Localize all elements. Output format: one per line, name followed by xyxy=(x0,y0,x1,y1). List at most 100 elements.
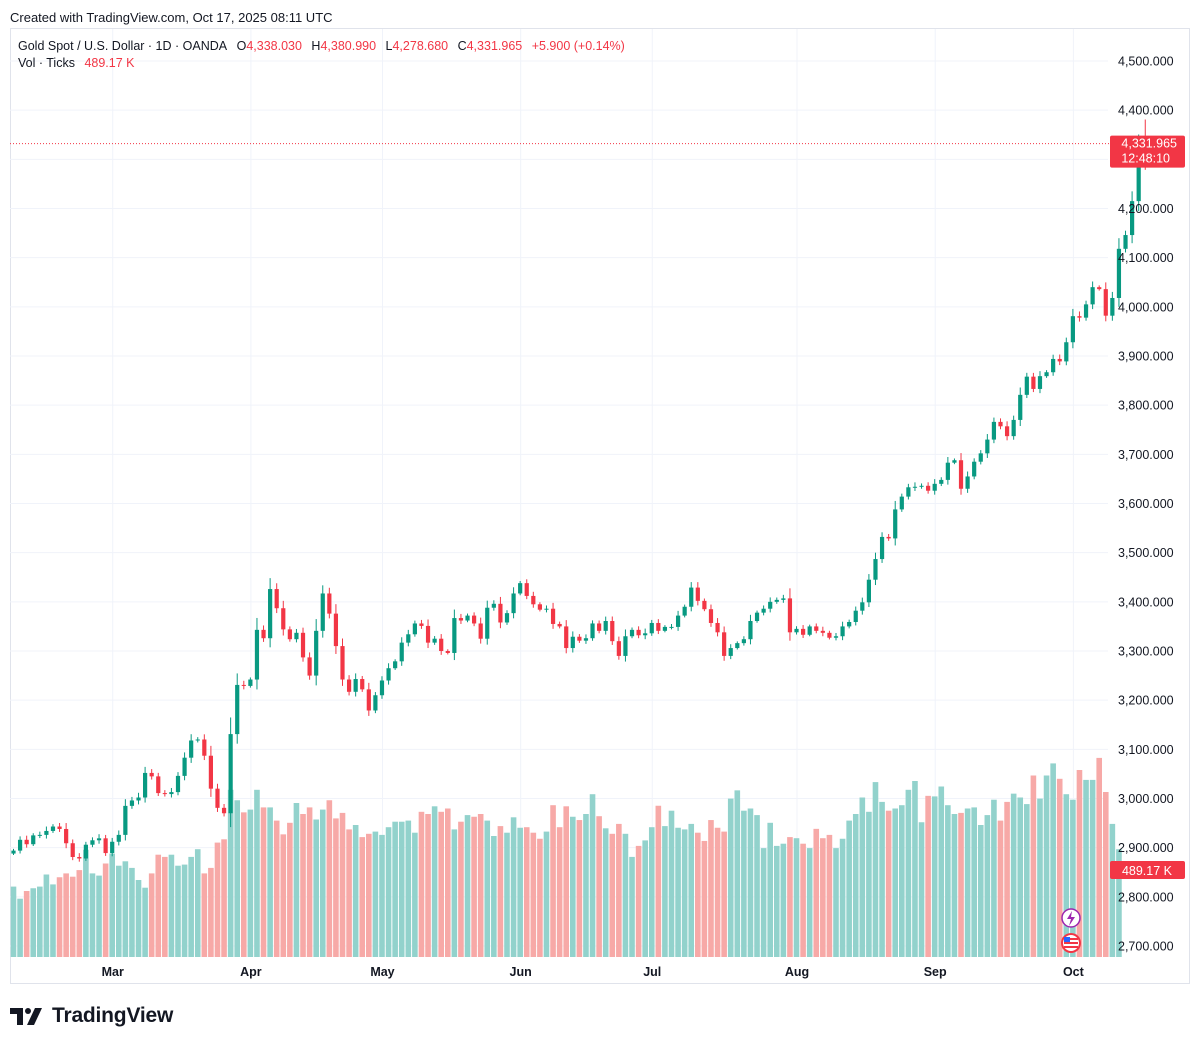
volume-bar xyxy=(1056,778,1063,957)
volume-bar xyxy=(83,849,89,957)
volume-bar xyxy=(148,873,155,957)
volume-bar xyxy=(839,838,846,957)
candle-body xyxy=(320,593,325,631)
volume-bar xyxy=(1089,779,1096,957)
symbol-title[interactable]: Gold Spot / U.S. Dollar · 1D · OANDA xyxy=(18,39,228,53)
candle-body xyxy=(333,613,339,647)
volume-bar xyxy=(17,898,23,957)
candle-body xyxy=(412,623,417,635)
candle-body xyxy=(31,835,36,845)
volume-tag-background xyxy=(1110,861,1185,879)
volume-bar xyxy=(563,806,570,957)
price-tick-label: 2,900.000 xyxy=(1118,841,1174,855)
price-tick-label: 4,200.000 xyxy=(1118,202,1174,216)
candle-body xyxy=(136,797,141,801)
volume-bar xyxy=(1109,823,1116,957)
candle-body xyxy=(116,834,121,842)
volume-bar xyxy=(326,800,333,957)
candle-body xyxy=(458,618,464,621)
candle-body xyxy=(1136,146,1141,202)
candle-body xyxy=(1064,342,1069,362)
volume-bar xyxy=(741,810,747,957)
volume-bar xyxy=(346,829,352,957)
volume-bar xyxy=(214,842,221,957)
candle-body xyxy=(682,606,687,616)
candle-body xyxy=(656,622,661,631)
price-tick-label: 3,700.000 xyxy=(1118,448,1174,462)
candle-body xyxy=(577,636,582,641)
volume-bar xyxy=(273,820,280,957)
candle-body xyxy=(346,679,352,692)
candle-body xyxy=(794,628,799,633)
candle-body xyxy=(1116,248,1122,298)
volume-bar xyxy=(333,818,339,957)
volume-bar xyxy=(221,839,227,957)
volume-bar xyxy=(899,805,905,957)
price-tick-label: 3,200.000 xyxy=(1118,694,1174,708)
candle-body xyxy=(228,734,233,814)
candle-body xyxy=(965,476,970,489)
candle-body xyxy=(208,755,213,789)
low-value: 4,278.680 xyxy=(392,39,449,53)
volume-bar xyxy=(629,856,635,957)
candle-body xyxy=(623,636,628,656)
volume-bar xyxy=(405,820,412,957)
close-label: C xyxy=(457,39,467,53)
volume-bar xyxy=(537,838,543,957)
volume-bar xyxy=(530,832,537,957)
candle-body xyxy=(24,839,29,845)
volume-bar xyxy=(714,827,721,957)
candle-body xyxy=(307,657,312,676)
volume-bar xyxy=(247,809,254,957)
candle-body xyxy=(123,805,128,835)
us-flag-event-icon[interactable] xyxy=(1061,933,1081,953)
volume-bar xyxy=(1024,804,1030,957)
price-tick-label: 4,100.000 xyxy=(1118,251,1174,265)
candle-body xyxy=(761,608,766,613)
candle-body xyxy=(511,593,516,614)
candle-body xyxy=(57,826,62,829)
volume-bar xyxy=(1037,798,1043,957)
volume-bar xyxy=(379,834,385,957)
volume-bar xyxy=(964,808,971,957)
volume-bar xyxy=(675,827,681,957)
volume-bar xyxy=(760,848,767,957)
volume-bar xyxy=(464,815,471,957)
price-axis[interactable]: 4,500.0004,400.0004,300.0004,200.0004,10… xyxy=(1118,55,1174,954)
volume-bar xyxy=(69,876,76,957)
volume-bar xyxy=(313,819,319,957)
ohlc-row: Gold Spot / U.S. Dollar · 1D · OANDA O4,… xyxy=(18,38,625,55)
candle-body xyxy=(478,623,483,639)
candle-body xyxy=(96,838,102,841)
open-value: 4,338.030 xyxy=(246,39,302,53)
candle-body xyxy=(781,598,786,600)
tradingview-brand[interactable]: TradingView xyxy=(10,1004,173,1028)
chart-frame[interactable] xyxy=(10,28,1190,984)
candle-body xyxy=(129,800,135,806)
volume-bar xyxy=(1076,770,1083,957)
volume-bar xyxy=(194,849,201,957)
candle-body xyxy=(906,487,911,497)
volume-bar xyxy=(366,833,372,957)
volume-bar xyxy=(550,805,556,957)
candle-body xyxy=(932,483,937,491)
volume-bar xyxy=(727,798,734,957)
candle-body xyxy=(741,639,746,644)
time-axis[interactable]: Mar Apr May Jun Jul Aug Sep Oct xyxy=(102,965,1085,979)
candle-body xyxy=(1044,372,1049,377)
candle-body xyxy=(162,793,167,795)
event-flash-icon[interactable] xyxy=(1061,908,1081,928)
chart-legend: Gold Spot / U.S. Dollar · 1D · OANDA O4,… xyxy=(18,38,625,72)
volume-label[interactable]: Vol · Ticks xyxy=(18,56,75,70)
candle-body xyxy=(873,559,878,580)
volume-bar xyxy=(43,874,50,957)
volume-bar xyxy=(96,875,102,957)
month-label: Jul xyxy=(643,965,661,979)
candle-body xyxy=(866,579,871,603)
volume-bar xyxy=(1017,797,1024,957)
open-label: O xyxy=(236,39,247,53)
volume-bar xyxy=(227,789,234,957)
candle-body xyxy=(1103,289,1108,316)
volume-bar xyxy=(616,823,622,957)
